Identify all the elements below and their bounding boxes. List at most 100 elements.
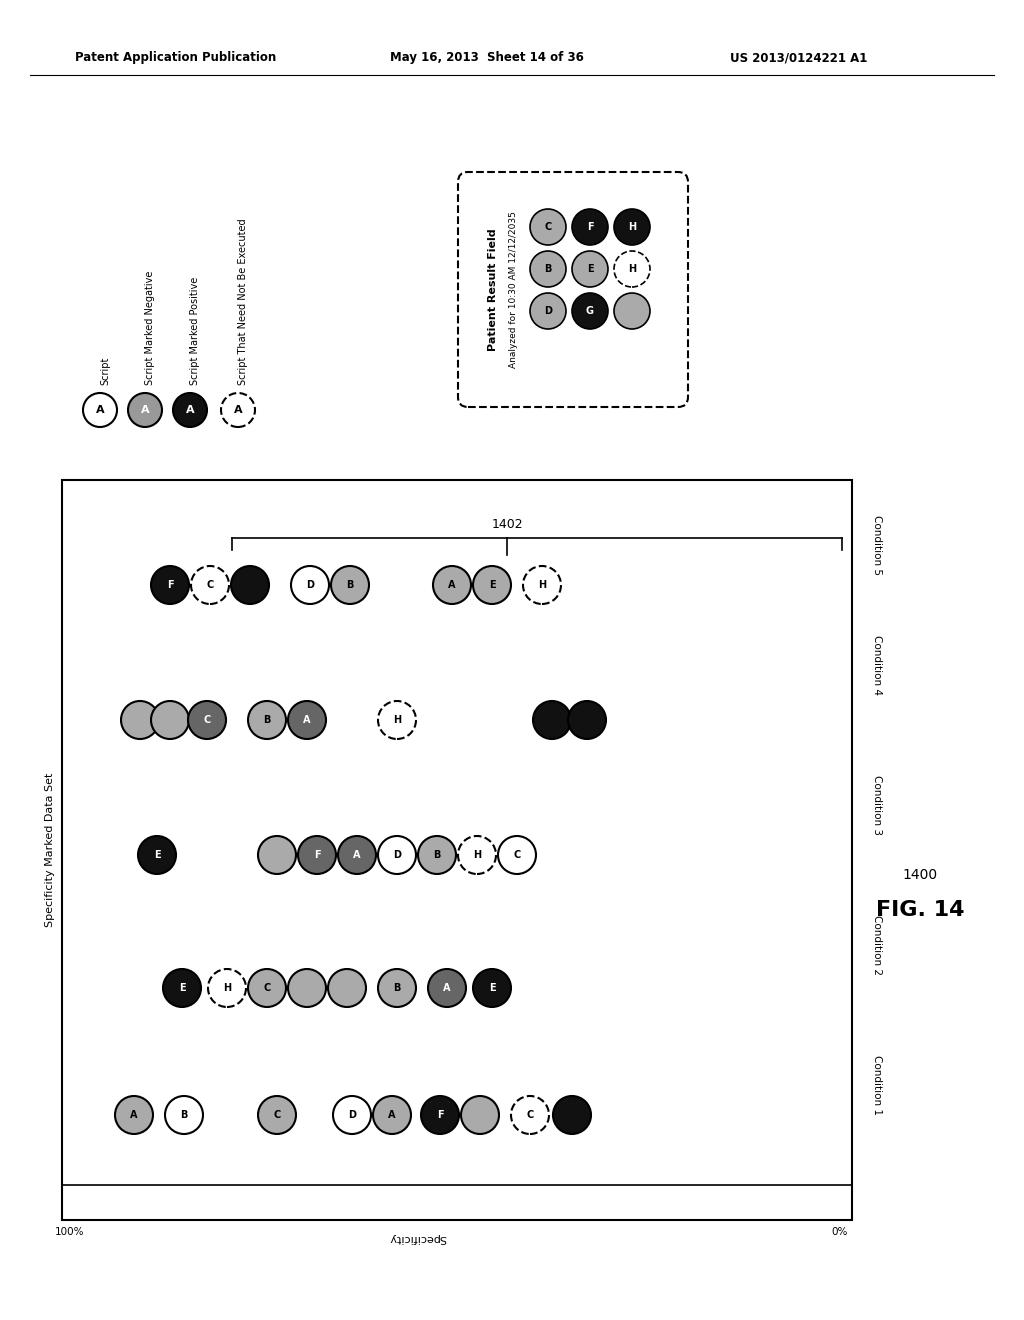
Circle shape bbox=[373, 1096, 411, 1134]
Text: F: F bbox=[167, 579, 173, 590]
Text: B: B bbox=[545, 264, 552, 275]
Text: F: F bbox=[313, 850, 321, 861]
Circle shape bbox=[421, 1096, 459, 1134]
Circle shape bbox=[378, 836, 416, 874]
Circle shape bbox=[572, 293, 608, 329]
Circle shape bbox=[418, 836, 456, 874]
Text: H: H bbox=[223, 983, 231, 993]
Text: C: C bbox=[545, 222, 552, 232]
Text: Script: Script bbox=[100, 356, 110, 385]
FancyBboxPatch shape bbox=[458, 172, 688, 407]
Circle shape bbox=[614, 251, 650, 286]
Circle shape bbox=[530, 293, 566, 329]
Text: A: A bbox=[449, 579, 456, 590]
Circle shape bbox=[138, 836, 176, 874]
Circle shape bbox=[378, 969, 416, 1007]
Circle shape bbox=[461, 1096, 499, 1134]
Text: D: D bbox=[306, 579, 314, 590]
Text: FIG. 14: FIG. 14 bbox=[876, 900, 965, 920]
Text: Condition 2: Condition 2 bbox=[872, 915, 882, 975]
Text: US 2013/0124221 A1: US 2013/0124221 A1 bbox=[730, 51, 867, 65]
Circle shape bbox=[208, 969, 246, 1007]
Text: B: B bbox=[433, 850, 440, 861]
Circle shape bbox=[333, 1096, 371, 1134]
Text: C: C bbox=[526, 1110, 534, 1119]
Text: H: H bbox=[628, 264, 636, 275]
Circle shape bbox=[614, 209, 650, 246]
Text: H: H bbox=[628, 222, 636, 232]
Text: A: A bbox=[95, 405, 104, 414]
Text: May 16, 2013  Sheet 14 of 36: May 16, 2013 Sheet 14 of 36 bbox=[390, 51, 584, 65]
Circle shape bbox=[572, 251, 608, 286]
Text: D: D bbox=[393, 850, 401, 861]
Circle shape bbox=[248, 969, 286, 1007]
Text: Condition 1: Condition 1 bbox=[872, 1055, 882, 1115]
Text: C: C bbox=[207, 579, 214, 590]
Circle shape bbox=[568, 701, 606, 739]
Circle shape bbox=[173, 393, 207, 426]
Circle shape bbox=[473, 566, 511, 605]
Text: Script Marked Positive: Script Marked Positive bbox=[190, 277, 200, 385]
Circle shape bbox=[338, 836, 376, 874]
Circle shape bbox=[511, 1096, 549, 1134]
Text: Patent Application Publication: Patent Application Publication bbox=[75, 51, 276, 65]
Text: Condition 4: Condition 4 bbox=[872, 635, 882, 696]
Text: 1400: 1400 bbox=[902, 869, 938, 882]
Circle shape bbox=[328, 969, 366, 1007]
Text: A: A bbox=[388, 1110, 395, 1119]
Text: B: B bbox=[393, 983, 400, 993]
Text: 0%: 0% bbox=[831, 1228, 848, 1237]
Circle shape bbox=[191, 566, 229, 605]
Circle shape bbox=[248, 701, 286, 739]
Circle shape bbox=[165, 1096, 203, 1134]
Circle shape bbox=[258, 1096, 296, 1134]
Text: 1402: 1402 bbox=[492, 519, 523, 532]
Text: Condition 5: Condition 5 bbox=[872, 515, 882, 576]
Text: E: E bbox=[154, 850, 161, 861]
Circle shape bbox=[188, 701, 226, 739]
Circle shape bbox=[231, 566, 269, 605]
Text: D: D bbox=[544, 306, 552, 315]
Text: C: C bbox=[273, 1110, 281, 1119]
Circle shape bbox=[530, 209, 566, 246]
Text: H: H bbox=[393, 715, 401, 725]
Text: H: H bbox=[473, 850, 481, 861]
Text: 100%: 100% bbox=[55, 1228, 85, 1237]
Text: C: C bbox=[513, 850, 520, 861]
Text: A: A bbox=[233, 405, 243, 414]
Circle shape bbox=[151, 566, 189, 605]
Circle shape bbox=[458, 836, 496, 874]
Circle shape bbox=[121, 701, 159, 739]
Text: A: A bbox=[353, 850, 360, 861]
Text: F: F bbox=[587, 222, 593, 232]
Circle shape bbox=[115, 1096, 153, 1134]
Text: E: E bbox=[488, 579, 496, 590]
Circle shape bbox=[291, 566, 329, 605]
Text: E: E bbox=[178, 983, 185, 993]
Text: Specificity Marked Data Set: Specificity Marked Data Set bbox=[45, 772, 55, 927]
Text: D: D bbox=[348, 1110, 356, 1119]
Circle shape bbox=[151, 701, 189, 739]
Circle shape bbox=[128, 393, 162, 426]
Text: G: G bbox=[586, 306, 594, 315]
Text: A: A bbox=[443, 983, 451, 993]
Circle shape bbox=[530, 251, 566, 286]
Circle shape bbox=[258, 836, 296, 874]
Circle shape bbox=[428, 969, 466, 1007]
Text: A: A bbox=[303, 715, 310, 725]
Circle shape bbox=[523, 566, 561, 605]
Circle shape bbox=[498, 836, 536, 874]
Text: A: A bbox=[140, 405, 150, 414]
Text: E: E bbox=[587, 264, 593, 275]
Text: B: B bbox=[263, 715, 270, 725]
Circle shape bbox=[378, 701, 416, 739]
Text: B: B bbox=[346, 579, 353, 590]
Text: Specificity: Specificity bbox=[388, 1233, 445, 1243]
Circle shape bbox=[433, 566, 471, 605]
Circle shape bbox=[572, 209, 608, 246]
Text: Analyzed for 10:30 AM 12/12/2035: Analyzed for 10:30 AM 12/12/2035 bbox=[509, 211, 517, 368]
Text: E: E bbox=[488, 983, 496, 993]
Circle shape bbox=[163, 969, 201, 1007]
Circle shape bbox=[614, 293, 650, 329]
Circle shape bbox=[473, 969, 511, 1007]
